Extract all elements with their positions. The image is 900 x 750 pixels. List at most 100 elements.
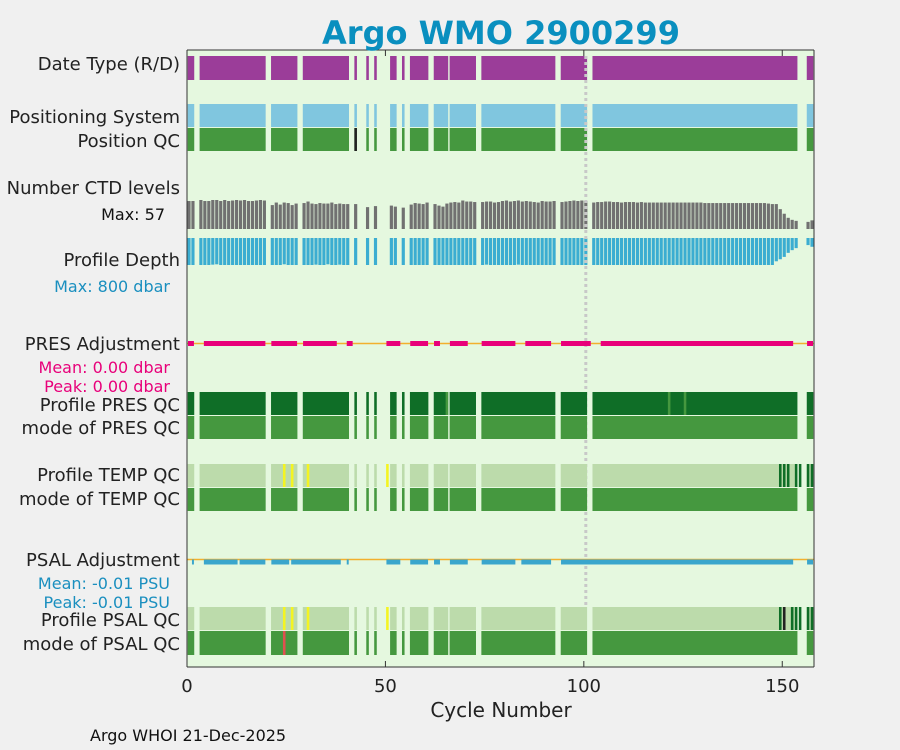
ctd-levels-bar <box>655 202 659 229</box>
position-qc-bar <box>449 128 476 151</box>
profile-depth-bar <box>461 238 465 265</box>
ctd-levels-bar <box>342 204 346 229</box>
mode-temp-qc-bar <box>354 488 357 511</box>
profile-temp-qc-bar <box>187 464 195 487</box>
profile-psal-qc-bar <box>354 607 357 630</box>
ctd-levels-bar <box>627 202 632 229</box>
profile-depth-bar <box>500 238 505 265</box>
ctd-levels-bar <box>492 202 497 229</box>
x-axis-ticks: 0 50 100 150 <box>181 50 799 697</box>
ctd-levels-bar <box>576 201 580 229</box>
profile-depth-bar <box>421 238 425 265</box>
pres-mean-label: Mean: 0.00 dbar <box>39 358 171 377</box>
mode-pres-qc-bar <box>354 416 357 439</box>
depth-max-label: Max: 800 dbar <box>54 277 170 296</box>
profile-depth-bar <box>568 238 572 265</box>
row-label-mode-pres-qc: mode of PRES QC <box>22 418 180 439</box>
ctd-levels-bar <box>449 202 453 229</box>
position-qc-bar <box>302 128 350 151</box>
positioning-system-bar <box>560 104 588 127</box>
ctd-levels-bar <box>762 203 766 229</box>
ctd-levels-bar <box>790 219 794 229</box>
position-qc-bar <box>433 128 449 151</box>
profile-depth-bar <box>465 238 469 265</box>
ctd-levels-bar <box>425 202 429 229</box>
position-qc-bar <box>481 128 556 151</box>
profile-depth-bar <box>608 238 612 265</box>
ctd-levels-bar <box>389 205 393 229</box>
pres-adjustment-mark <box>434 341 440 346</box>
profile-depth-bar <box>540 238 544 265</box>
profile-depth-bar <box>778 238 782 260</box>
ctd-levels-bar <box>223 200 227 229</box>
mode-psal-qc-bar <box>390 631 397 655</box>
profile-pres-qc-bar <box>366 392 369 415</box>
profile-depth-bar <box>528 238 532 265</box>
date-type-bar <box>806 56 814 80</box>
profile-depth-bar <box>262 238 266 265</box>
positioning-system-bar <box>354 104 357 127</box>
profile-depth-bar <box>774 238 778 262</box>
psal-adjustment-mark <box>807 559 813 565</box>
ctd-levels-bar <box>548 201 552 229</box>
date-type-bar <box>433 56 449 80</box>
profile-depth-bar <box>762 238 766 265</box>
ctd-levels-bar <box>481 202 485 229</box>
ctd-levels-bar <box>346 204 350 229</box>
profile-depth-bar <box>417 238 421 265</box>
profile-temp-qc-bar <box>302 464 350 487</box>
profile-depth-bar <box>433 238 437 265</box>
mode-temp-qc-bar <box>560 488 588 511</box>
profile-psal-qc-bad-cell <box>782 607 786 630</box>
psal-adjustment-mark <box>481 559 516 565</box>
ctd-levels-bar <box>715 203 719 229</box>
mode-pres-qc-bar <box>271 416 298 439</box>
mode-temp-qc-bar <box>187 488 195 511</box>
ctd-levels-bar <box>508 201 513 229</box>
profile-depth-bar <box>659 238 663 265</box>
profile-temp-qc-flag-cell <box>282 464 286 487</box>
positioning-system-bar <box>199 104 266 127</box>
positioning-system-bar <box>366 104 369 127</box>
ctd-levels-bar <box>707 203 711 229</box>
psal-adjustment-mark <box>434 559 440 565</box>
psal-peak-label: Peak: -0.01 PSU <box>44 593 170 612</box>
mode-temp-qc-bar <box>302 488 350 511</box>
profile-psal-qc-bar <box>187 607 195 630</box>
date-type-bar <box>409 56 429 80</box>
mode-psal-qc-bar <box>302 631 350 655</box>
ctd-levels-bar <box>532 202 536 229</box>
profile-depth-bar <box>572 238 576 265</box>
pres-adjustment-mark <box>188 341 194 346</box>
profile-depth-bar <box>199 238 203 265</box>
profile-temp-qc-bar <box>199 464 266 487</box>
footer-credit: Argo WHOI 21-Dec-2025 <box>90 726 286 745</box>
ctd-levels-bar <box>695 202 699 229</box>
ctd-levels-bar <box>516 200 520 229</box>
profile-depth-bar <box>750 238 755 265</box>
mode-psal-qc-bar <box>401 631 405 655</box>
ctd-levels-bar <box>564 201 568 229</box>
profile-depth-bar <box>306 238 310 265</box>
profile-depth-bar <box>453 238 457 265</box>
psal-adjustment-mark <box>303 559 341 565</box>
profile-depth-bar <box>723 238 727 265</box>
profile-depth-bar <box>560 238 564 265</box>
position-qc-bar <box>390 128 397 151</box>
profile-depth-bar <box>623 238 628 265</box>
profile-depth-bar <box>235 238 239 265</box>
mode-psal-qc-bar <box>481 631 556 655</box>
ctd-levels-bar <box>409 204 413 229</box>
profile-psal-qc-good-cell <box>798 607 802 630</box>
profile-depth-bar <box>691 238 695 265</box>
ctd-levels-bar <box>596 202 600 229</box>
row-label-psal-adjustment: PSAL Adjustment <box>26 550 180 571</box>
ctd-levels-bar <box>227 201 231 229</box>
mode-pres-qc-bar <box>433 416 449 439</box>
profile-depth-bar <box>346 238 350 265</box>
ctd-levels-bar <box>306 201 310 229</box>
ctd-levels-bar <box>739 203 743 229</box>
profile-psal-qc-bar <box>449 607 476 630</box>
mode-temp-qc-bar <box>449 488 476 511</box>
profile-depth-bar <box>441 238 445 265</box>
